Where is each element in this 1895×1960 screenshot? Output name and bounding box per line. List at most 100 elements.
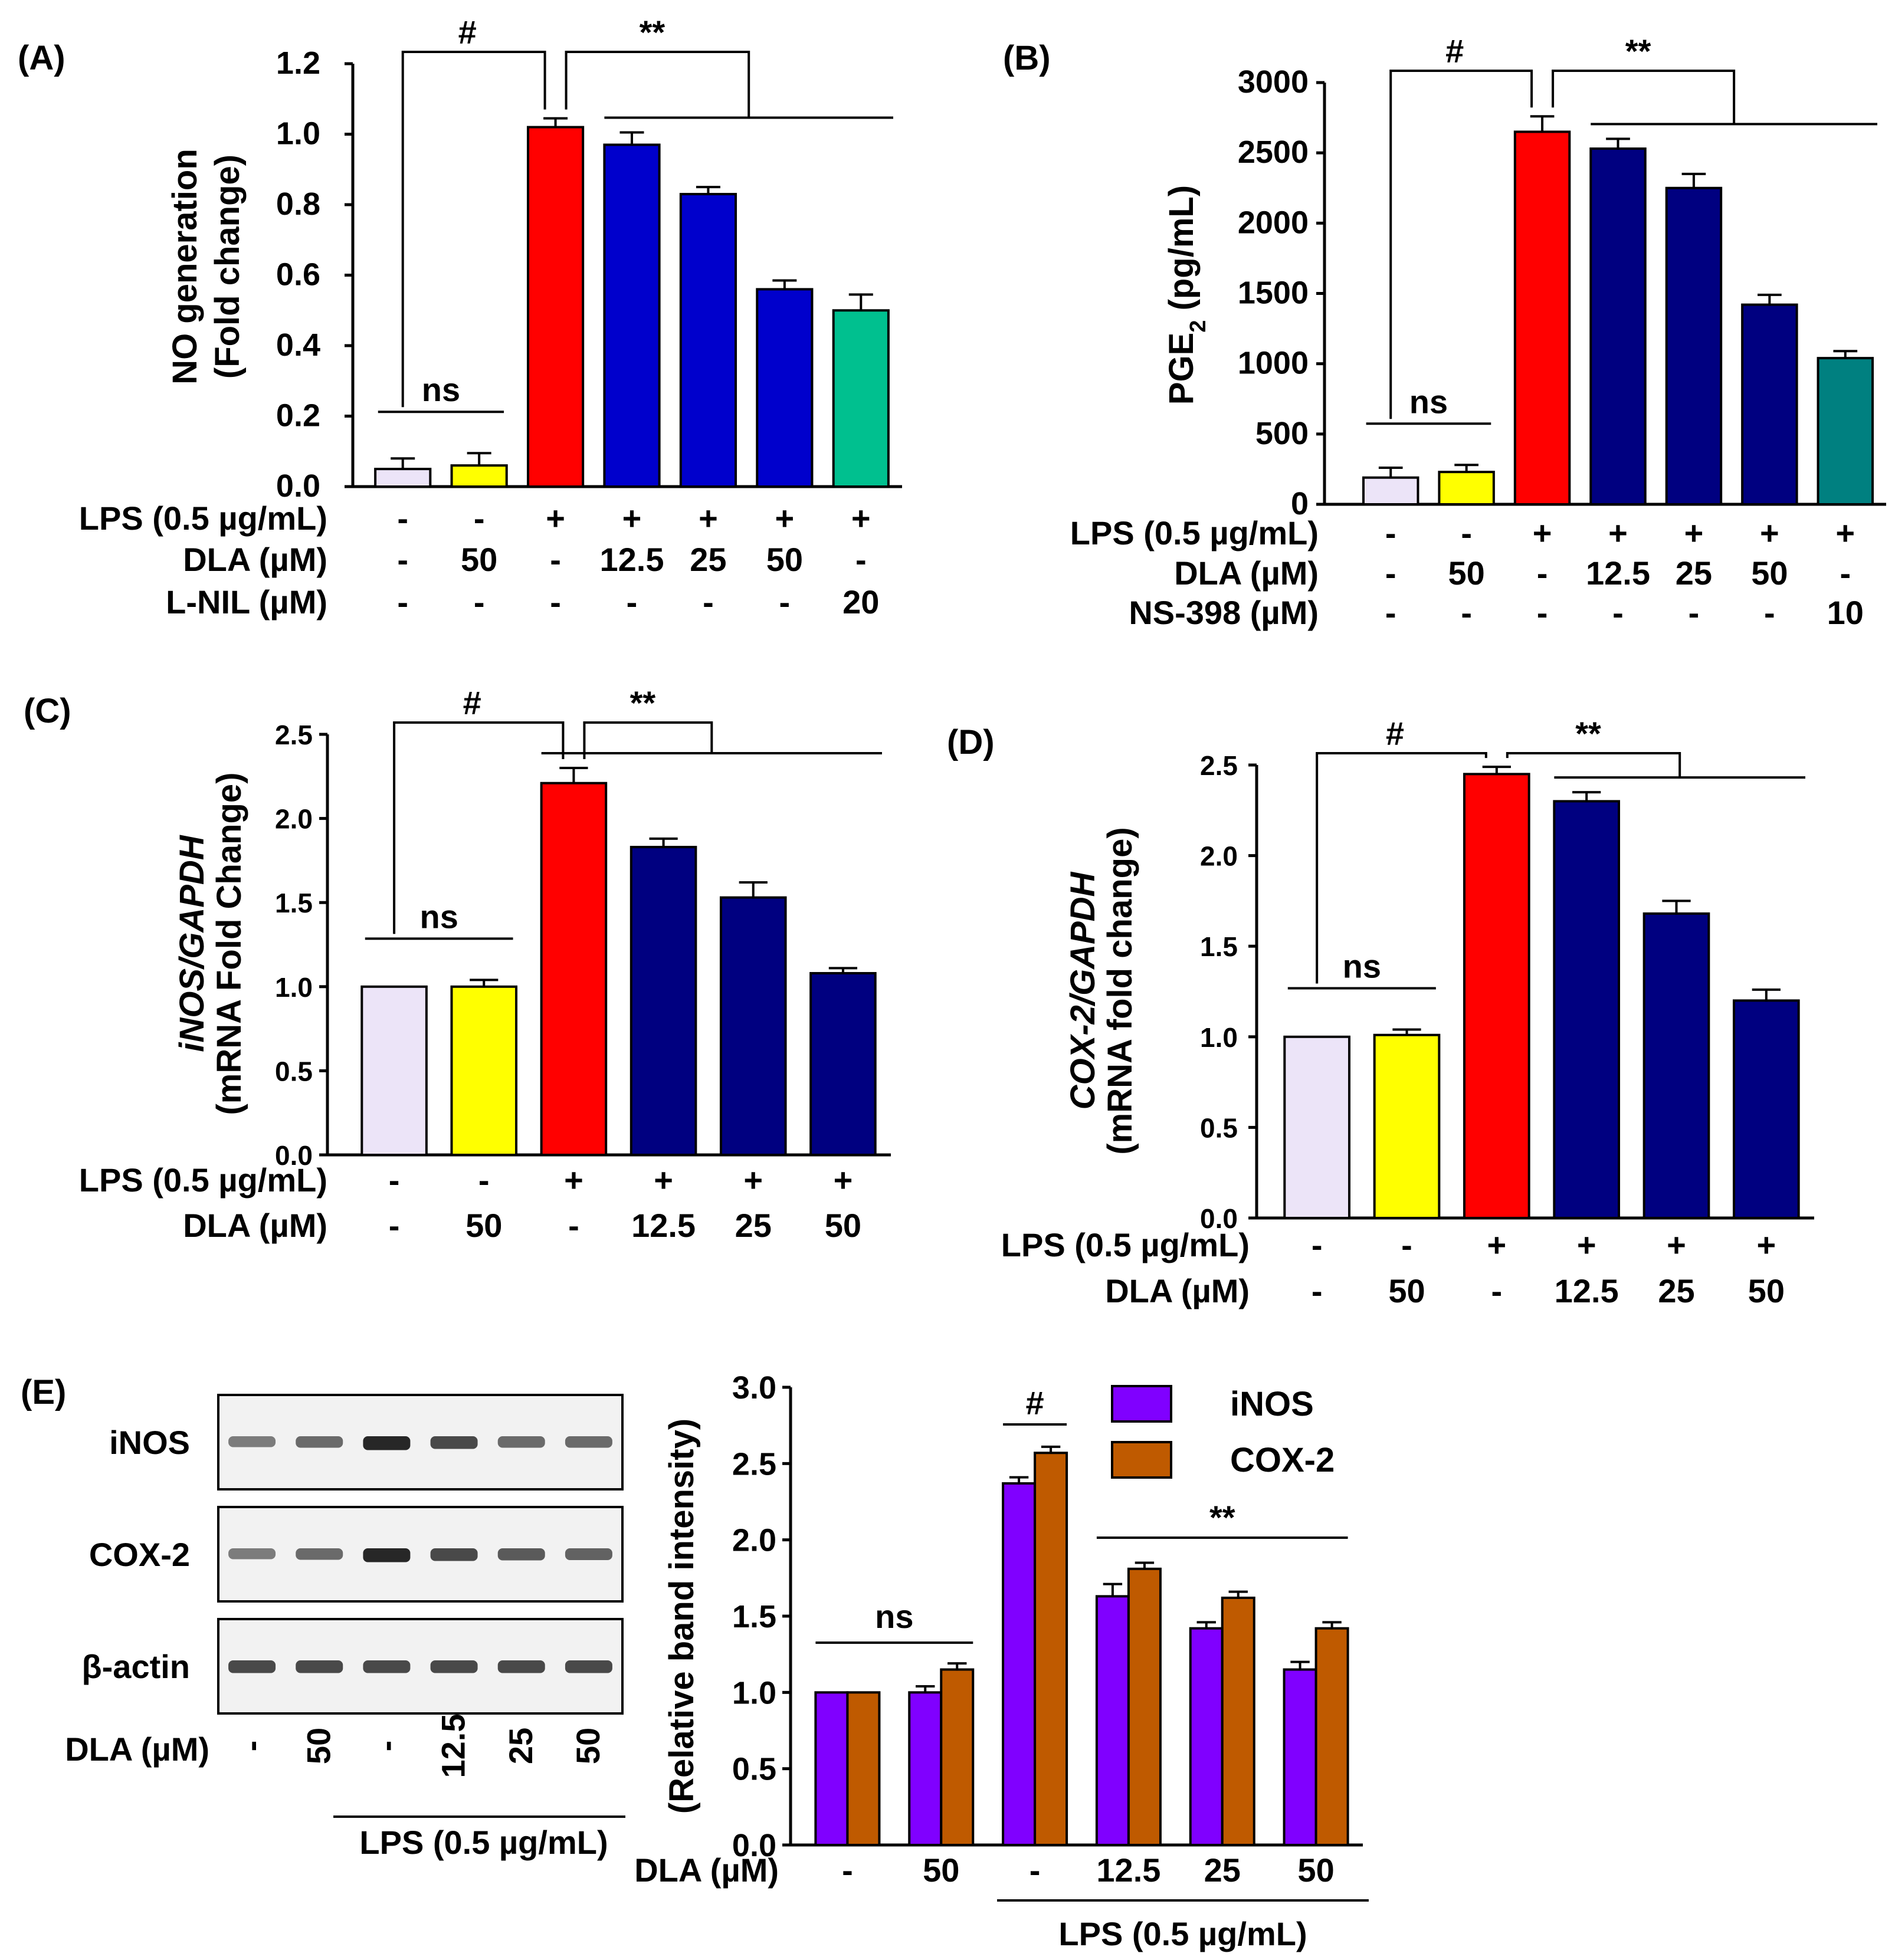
- ns-label: ns: [422, 371, 460, 408]
- treatment-value: -: [389, 1161, 400, 1199]
- y-tick-label: 3.0: [732, 1370, 776, 1406]
- hash-bracket: [401, 51, 546, 408]
- blot-band: [430, 1548, 478, 1561]
- bar: [1362, 476, 1419, 506]
- treatment-value: 50: [1388, 1272, 1425, 1309]
- panel-title: (A): [18, 39, 65, 77]
- hash-label: #: [1445, 32, 1464, 70]
- treatment-value: +: [699, 500, 718, 537]
- treatment-value: -: [389, 1207, 400, 1244]
- treatment-value: +: [775, 500, 795, 537]
- bar: [1438, 471, 1495, 506]
- blot-band: [228, 1660, 276, 1673]
- blot-band: [497, 1660, 545, 1673]
- y-tick-label: 1.0: [275, 972, 313, 1003]
- blot-band: [363, 1436, 411, 1450]
- treatment-label: DLA (µM): [1174, 554, 1319, 592]
- treatment-value: -: [842, 1851, 853, 1889]
- stars-bracket: [1506, 752, 1681, 778]
- legend-label: COX-2: [1230, 1441, 1335, 1479]
- treatment-value: +: [564, 1161, 583, 1199]
- blot-box: [217, 1618, 624, 1715]
- y-tick-label: 1.0: [276, 116, 320, 152]
- panel-title: (C): [24, 692, 71, 730]
- y-tick-label: 0.0: [732, 1828, 776, 1863]
- bar: [1817, 357, 1874, 506]
- treatment-value: -: [478, 1161, 490, 1199]
- treatment-value: +: [743, 1161, 763, 1199]
- panel-b: (B) 0 500 1000 1500 2000 2500 3000 PGE2 (pg/mL) L…: [1003, 32, 1886, 631]
- ns-label: ns: [1409, 383, 1448, 420]
- bar: [1665, 186, 1723, 505]
- y-tick-label: 0.4: [276, 327, 320, 363]
- treatment-label: DLA (µM): [183, 1207, 327, 1244]
- bar-inos: [814, 1691, 849, 1846]
- treatment-value: +: [1533, 514, 1552, 551]
- bar-inos: [908, 1691, 943, 1846]
- bar-inos: [1095, 1595, 1130, 1846]
- blot-band: [430, 1660, 478, 1673]
- treatment-value: -: [397, 541, 408, 578]
- bar: [679, 193, 737, 488]
- treatment-value: +: [1760, 514, 1779, 551]
- hash-label: #: [1386, 715, 1404, 752]
- y-tick-label: 1.5: [275, 888, 313, 918]
- treatment-value: +: [622, 500, 642, 537]
- treatment-value: +: [834, 1161, 853, 1199]
- treatment-value: -: [1491, 1272, 1503, 1309]
- treatment-value: -: [1312, 1272, 1323, 1309]
- treatment-label: LPS (0.5 µg/mL): [1070, 514, 1319, 551]
- treatment-value: -: [397, 500, 408, 537]
- y-tick-label: 2.0: [732, 1523, 776, 1558]
- treatment-value: -: [1385, 554, 1396, 592]
- treatment-label: DLA (µM): [634, 1851, 779, 1889]
- blot-band: [565, 1436, 612, 1448]
- treatment-value: -: [1612, 594, 1624, 631]
- y-tick-label: 0.5: [732, 1752, 776, 1787]
- y-axis-label: (Fold change): [208, 155, 247, 379]
- y-tick-label: 2.5: [732, 1446, 776, 1482]
- bar-cox-2: [940, 1668, 975, 1847]
- treatment-value: +: [546, 500, 565, 537]
- bar: [1589, 147, 1647, 505]
- treatment-value: -: [1461, 514, 1472, 551]
- treatment-value: -: [1537, 554, 1548, 592]
- y-tick-label: 2.0: [275, 804, 313, 835]
- treatment-value: 25: [690, 541, 726, 578]
- treatment-value: +: [1487, 1226, 1506, 1263]
- stars-label: **: [1625, 32, 1651, 70]
- treatment-value: 12.5: [1555, 1272, 1619, 1309]
- panel-title: (B): [1003, 39, 1051, 77]
- treatment-value: -: [1030, 1851, 1041, 1889]
- y-tick-label: 2.5: [1200, 750, 1238, 781]
- bar: [832, 309, 890, 488]
- treatment-value: 50: [465, 1207, 502, 1244]
- ns-label: ns: [1343, 948, 1381, 985]
- treatment-value: 25: [735, 1207, 772, 1244]
- treatment-value: -: [1537, 594, 1548, 631]
- y-tick-label: 0.8: [276, 186, 320, 222]
- treatment-value: 12.5: [1096, 1851, 1160, 1889]
- blot-band: [497, 1548, 545, 1561]
- lps-label: LPS (0.5 µg/mL): [1058, 1915, 1307, 1952]
- band-label: iNOS: [109, 1424, 190, 1461]
- treatment-value: 50: [1751, 554, 1788, 592]
- lane-value: 12.5: [435, 1714, 472, 1778]
- blot-band: [363, 1660, 411, 1673]
- treatment-value: -: [397, 583, 408, 620]
- y-tick-label: 0: [1291, 486, 1309, 521]
- bar-inos: [1283, 1668, 1317, 1847]
- y-tick-label: 2000: [1238, 205, 1309, 240]
- legend-swatch: [1111, 1385, 1172, 1423]
- bar: [603, 143, 661, 488]
- ns-label: ns: [419, 898, 458, 935]
- band-label: β-actin: [81, 1648, 190, 1685]
- treatment-value: -: [703, 583, 714, 620]
- bar: [360, 985, 428, 1157]
- blot-lps-label: LPS (0.5 µg/mL): [359, 1824, 608, 1861]
- hash-bracket: [1389, 70, 1533, 419]
- panel-title: (E): [21, 1373, 66, 1411]
- bar-cox-2: [1034, 1452, 1068, 1846]
- bar: [526, 126, 585, 488]
- ns-label: ns: [875, 1598, 913, 1635]
